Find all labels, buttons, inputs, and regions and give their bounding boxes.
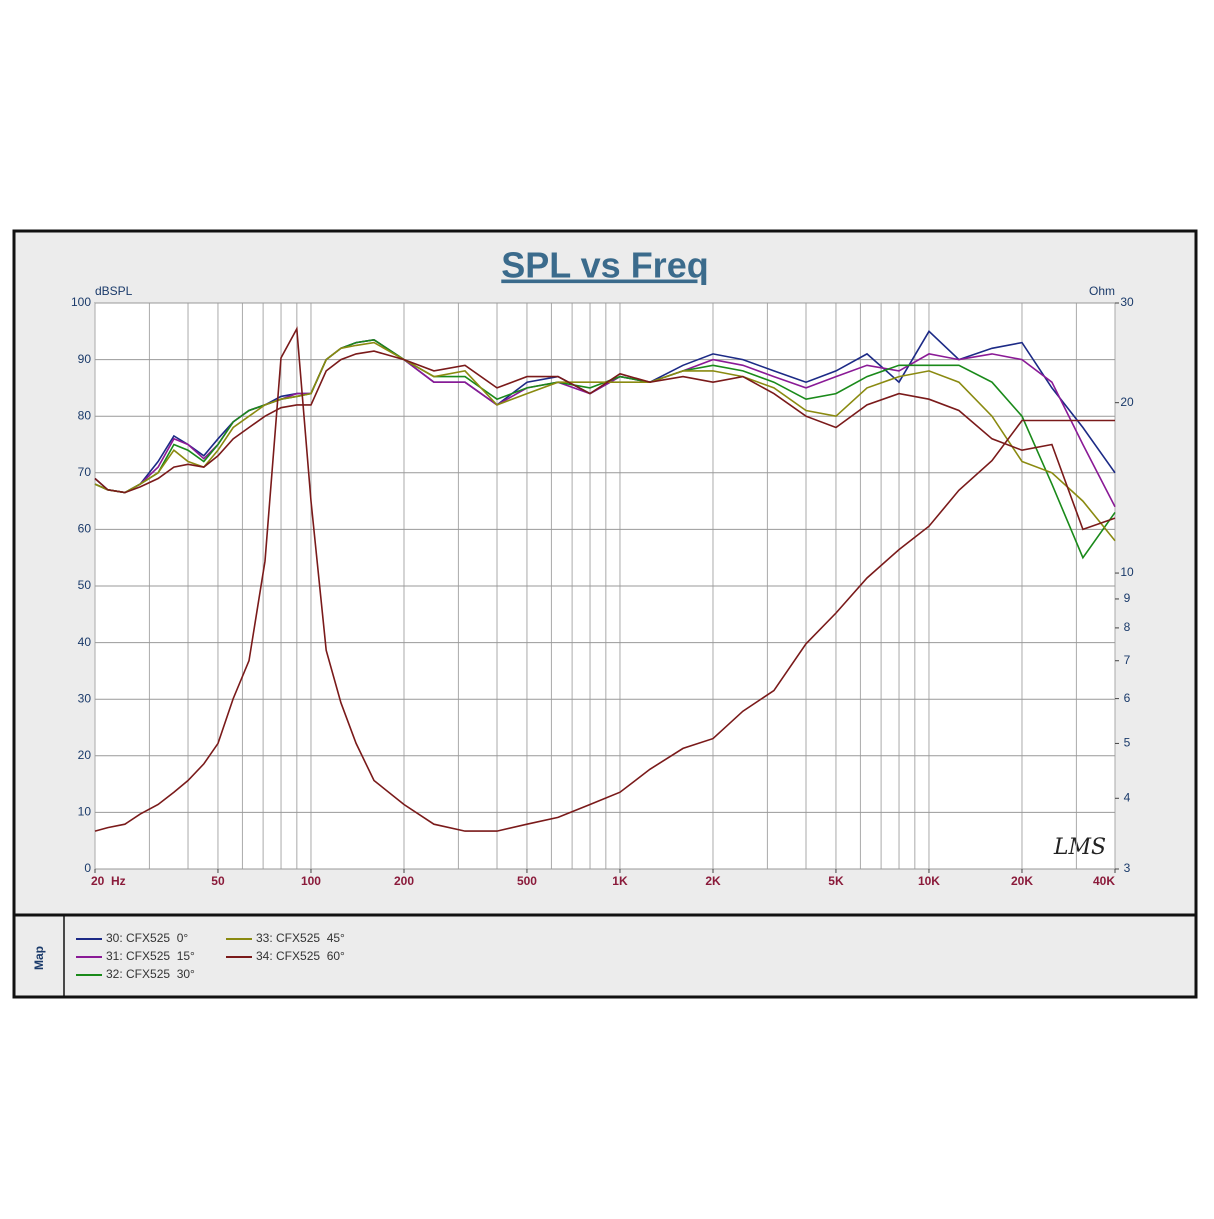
series-line [94,326,1115,832]
y-tick-label: 60 [78,522,92,536]
y-tick-label: 70 [78,465,92,479]
y2-tick-label: 6 [1124,691,1131,705]
x-tick-label: 1K [612,874,628,888]
y-tick-label: 10 [78,805,92,819]
y-tick-label: 30 [78,691,92,705]
y2-tick-label: 9 [1124,591,1131,605]
x-tick-label: 100 [301,874,321,888]
y2-tick-label: 3 [1124,861,1131,875]
x-tick-label: 500 [517,874,537,888]
y-tick-label: 0 [84,861,91,875]
x-tick-label: 20 Hz [91,874,126,888]
series-line [94,338,1116,560]
y2-tick-label: 5 [1124,736,1131,750]
y2-tick-label: 4 [1124,790,1131,804]
y-tick-label: 100 [71,295,91,309]
y2-tick-label: 30 [1120,295,1134,309]
y-tick-label: 20 [78,748,92,762]
x-tick-label: 10K [918,874,940,888]
series-line [94,338,1116,508]
y2-tick-label: 20 [1120,395,1134,409]
y2-tick-label: 8 [1124,620,1131,634]
y-tick-label: 90 [78,352,92,366]
y-tick-label: 80 [78,408,92,422]
series-line [94,350,1116,531]
legend-label: 31: CFX525 15° [106,949,195,963]
chart-title: SPL vs Freq [501,245,708,286]
x-tick-label: 50 [211,874,225,888]
legend-label: 34: CFX525 60° [256,949,345,963]
y-axis-label: dBSPL [95,284,133,298]
legend-label: 32: CFX525 30° [106,967,195,981]
y2-tick-label: 10 [1120,565,1134,579]
y-tick-label: 50 [78,578,92,592]
x-tick-label: 2K [705,874,721,888]
legend-side-label: Map [32,946,46,970]
x-tick-label: 20K [1011,874,1033,888]
x-tick-label: 5K [828,874,844,888]
x-tick-label: 40K [1093,874,1115,888]
y-tick-label: 40 [78,635,92,649]
y2-axis-label: Ohm [1089,284,1115,298]
watermark: LMS [1053,835,1106,860]
legend-label: 33: CFX525 45° [256,931,345,945]
y2-tick-label: 7 [1124,653,1131,667]
x-tick-label: 200 [394,874,414,888]
legend-label: 30: CFX525 0° [106,931,188,945]
